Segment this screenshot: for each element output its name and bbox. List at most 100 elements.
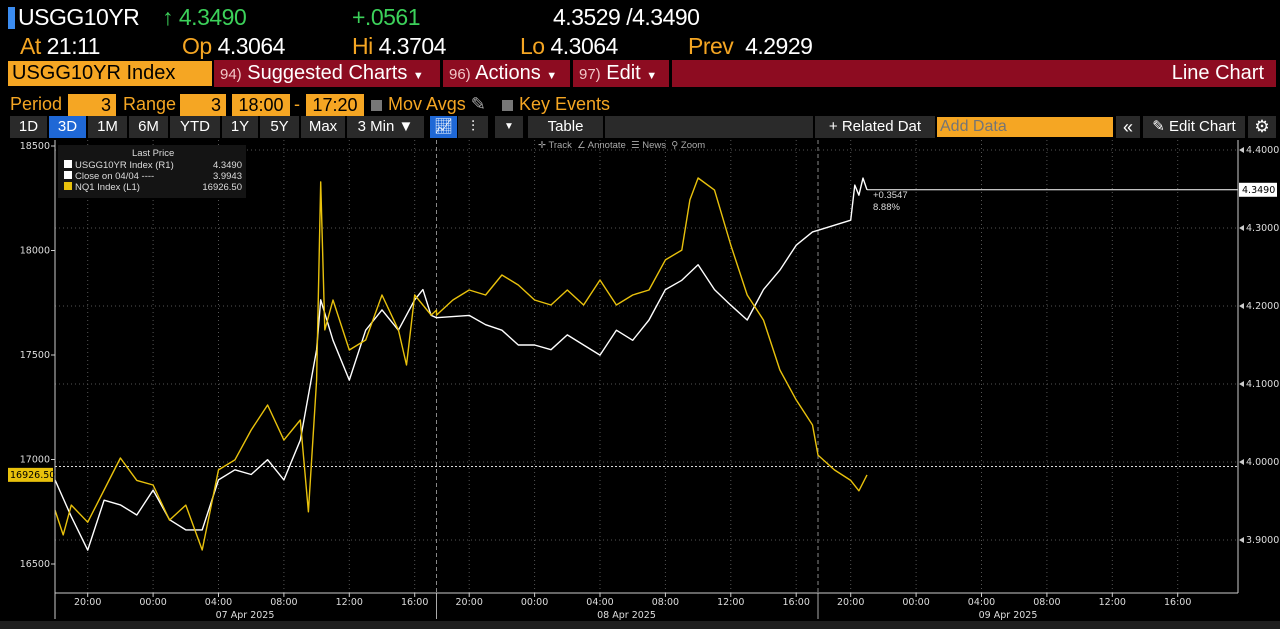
edit-chart-button[interactable]: ✎ Edit Chart (1143, 116, 1245, 138)
legend-swatch (64, 171, 72, 179)
x-axis-label: 20:00 (837, 597, 864, 608)
left-axis-label: 18500 (20, 141, 50, 152)
ticker-marker (8, 7, 15, 29)
prev-label: Prev (688, 33, 734, 59)
x-axis-label: 00:00 (139, 597, 166, 608)
legend-label: Close on 04/04 ---- (75, 171, 155, 182)
mov-avgs-toggle[interactable]: Mov Avgs ✎ (371, 94, 486, 115)
high: Hi 4.3704 (352, 33, 446, 60)
range-5y[interactable]: 5Y (260, 116, 299, 138)
legend-title: Last Price (132, 148, 175, 159)
news-tool[interactable]: ☰ News (631, 140, 667, 151)
edit-menu[interactable]: 97) Edit ▼ (573, 60, 669, 87)
right-axis-label: 4.2000 (1246, 301, 1279, 312)
annotate-tool[interactable]: ∠ Annotate (577, 140, 626, 151)
legend-swatch (64, 160, 72, 168)
zoom-label: Zoom (680, 140, 706, 151)
tick-marker (1239, 303, 1244, 309)
mov-avgs-label: Mov Avgs (388, 94, 466, 114)
range-dash: - (294, 94, 300, 114)
pencil-icon[interactable]: ✎ (470, 94, 486, 114)
legend-swatch (64, 182, 72, 190)
op-label: Op (182, 33, 212, 59)
op-value: 4.3064 (217, 33, 286, 59)
x-axis-label: 08:00 (270, 597, 297, 608)
range-ytd[interactable]: YTD (170, 116, 220, 138)
x-axis-label: 00:00 (521, 597, 548, 608)
lo-label: Lo (520, 33, 545, 59)
related-data-button[interactable]: + Related Dat (815, 116, 935, 138)
checkbox-icon (502, 99, 513, 111)
left-axis-label: 18000 (20, 246, 50, 257)
start-time-input[interactable]: 18:00 (232, 94, 290, 116)
legend-item: Close on 04/04 ---- 3.9943 (64, 171, 242, 182)
menu-number: 94) (220, 66, 242, 83)
annotation-pct: 8.88% (873, 202, 900, 213)
period-label: Period (10, 94, 63, 114)
legend-value: 16926.50 (202, 182, 242, 193)
bar-chart-icon[interactable]: ⫶ (458, 116, 488, 138)
tick-marker (1239, 147, 1244, 153)
tick-marker (1239, 381, 1244, 387)
table-button[interactable]: Table (528, 116, 603, 138)
legend-item: NQ1 Index (L1) 16926.50 (64, 182, 242, 193)
x-axis-label: 00:00 (902, 597, 929, 608)
hi-label: Hi (352, 33, 373, 59)
checkbox-icon (371, 99, 382, 111)
add-data-input[interactable] (937, 117, 1113, 137)
x-axis-label: 12:00 (1099, 597, 1126, 608)
legend-value: 4.3490 (212, 160, 242, 171)
end-time-input[interactable]: 17:20 (306, 94, 364, 116)
range-3d[interactable]: 3D (49, 116, 86, 138)
range-max[interactable]: Max (301, 116, 345, 138)
news-label: News (642, 140, 667, 151)
interval-dropdown[interactable]: 3 Min ▼ (347, 116, 424, 138)
range-1m[interactable]: 1M (88, 116, 127, 138)
track-tool[interactable]: ✛ Track (538, 140, 572, 151)
tick-marker (1239, 459, 1244, 465)
x-axis-label: 20:00 (74, 597, 101, 608)
range-1y[interactable]: 1Y (222, 116, 258, 138)
chart-tools: ✛ Track ∠ Annotate ☰ News ⚲ Zoom (538, 140, 705, 151)
chart-style-dropdown-icon[interactable]: ▼ (495, 116, 523, 138)
ticker: USGG10YR (18, 4, 140, 30)
net-change: +.0561 (352, 4, 421, 30)
range-6m[interactable]: 6M (129, 116, 168, 138)
at-time: At 21:11 (20, 33, 100, 60)
pencil-icon: ✎ (1152, 118, 1165, 135)
legend-label: USGG10YR Index (R1) (75, 160, 174, 171)
legend-label: NQ1 Index (L1) (75, 182, 140, 193)
x-axis-label: 04:00 (586, 597, 613, 608)
prev-value: 4.2929 (745, 33, 813, 59)
at-value: 21:11 (46, 33, 101, 59)
status-bar (0, 621, 1280, 629)
series-line-usgg10yr-index (54, 177, 868, 551)
menu-label: Edit (606, 62, 641, 84)
key-events-toggle[interactable]: Key Events (502, 94, 610, 115)
up-arrow-icon: ↑ (162, 4, 174, 30)
x-axis-label: 08:00 (1033, 597, 1060, 608)
lo-value: 4.3064 (550, 33, 618, 59)
actions-menu[interactable]: 96) Actions ▼ (443, 60, 570, 87)
nq-last-badge-text: 16926.50 (10, 470, 55, 481)
open: Op 4.3064 (182, 33, 285, 60)
settings-gear-icon[interactable]: ⚙ (1248, 116, 1276, 138)
annotate-label: Annotate (587, 140, 626, 151)
suggested-charts-menu[interactable]: 94) Suggested Charts ▼ (214, 60, 440, 87)
period-input[interactable]: 3 (68, 94, 116, 116)
last-price-badge-text: 4.3490 (1242, 185, 1275, 196)
menu-bar: USGG10YR Index 94) Suggested Charts ▼ 96… (0, 60, 1280, 87)
zoom-tool[interactable]: ⚲ Zoom (671, 140, 706, 151)
annotation-change: +0.3547 (873, 190, 908, 201)
line-chart-icon[interactable]: 📈︎ (430, 116, 457, 138)
right-axis-label: 4.3000 (1246, 223, 1279, 234)
x-axis-label: 04:00 (968, 597, 995, 608)
security-field[interactable]: USGG10YR Index (8, 61, 212, 86)
collapse-button[interactable]: « (1116, 116, 1140, 138)
range-1d[interactable]: 1D (10, 116, 47, 138)
at-label: At (20, 33, 41, 59)
line-chart[interactable]: 3.9000 4.0000 4.1000 4.2000 4.3000 4.4000 1650… (0, 138, 1280, 629)
last-price-badge (1239, 182, 1277, 197)
range-input[interactable]: 3 (180, 94, 226, 116)
bid-ask: 4.3529 /4.3490 (553, 4, 700, 30)
